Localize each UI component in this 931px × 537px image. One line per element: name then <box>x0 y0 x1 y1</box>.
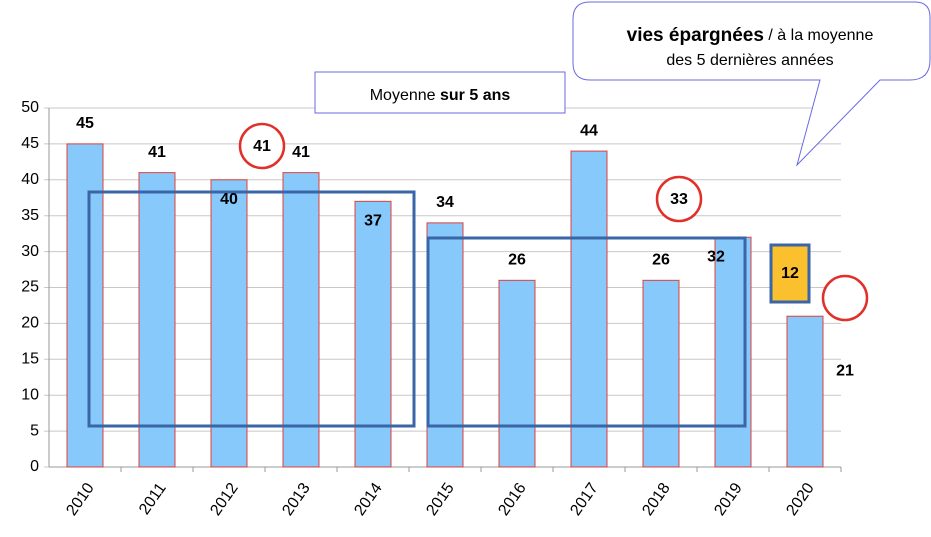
y-tick-label: 5 <box>30 422 39 439</box>
callout <box>572 1 931 167</box>
x-tick-label: 2014 <box>351 480 385 519</box>
y-tick-label: 20 <box>21 315 39 332</box>
x-tick-label: 2010 <box>63 480 97 519</box>
x-tick-label: 2011 <box>136 480 170 518</box>
data-label: 41 <box>148 144 166 161</box>
average-value: 41 <box>253 138 271 155</box>
bar <box>426 222 464 468</box>
y-tick-label: 35 <box>21 207 39 224</box>
average-label: Moyenne sur 5 ans <box>370 87 511 104</box>
bar <box>570 150 608 468</box>
value-circle <box>821 274 869 322</box>
y-tick-label: 40 <box>21 171 39 188</box>
x-tick-label: 2019 <box>711 480 745 519</box>
average-range-box <box>87 190 416 428</box>
average-value: 33 <box>670 191 688 208</box>
data-label: 37 <box>364 213 382 230</box>
data-label: 41 <box>292 144 310 161</box>
data-label: 45 <box>76 115 94 132</box>
y-tick-label: 30 <box>21 243 39 260</box>
x-tick-label: 2017 <box>567 480 601 519</box>
callout-text: / à la moyenne <box>764 27 874 44</box>
x-tick-label: 2020 <box>783 480 817 519</box>
saved-box <box>769 243 811 304</box>
average-label-text: Moyenne <box>370 87 436 104</box>
callout-line1: vies épargnées / à la moyenne <box>627 25 874 46</box>
bar <box>210 179 248 468</box>
callout-bold: vies épargnées <box>627 25 764 46</box>
y-tick-label: 45 <box>21 135 39 152</box>
y-tick-label: 50 <box>21 99 39 116</box>
average-range-box <box>426 236 747 428</box>
average-label-box <box>314 71 566 114</box>
average-circle <box>655 175 703 223</box>
data-label: 26 <box>652 252 670 269</box>
bar <box>498 279 536 468</box>
average-label-bold: sur 5 ans <box>440 87 510 104</box>
bar <box>786 315 824 468</box>
data-label: 32 <box>707 248 725 265</box>
x-tick-label: 2012 <box>207 480 241 519</box>
x-tick-label: 2015 <box>423 480 457 519</box>
y-tick-label: 10 <box>21 386 39 403</box>
x-tick-label: 2018 <box>639 480 673 519</box>
bar <box>282 172 320 468</box>
data-label: 44 <box>580 122 598 139</box>
data-label: 40 <box>220 191 238 208</box>
x-tick-label: 2016 <box>495 480 529 519</box>
y-tick-label: 15 <box>21 351 39 368</box>
average-circle <box>238 122 286 170</box>
bars <box>66 143 824 468</box>
y-tick-label: 25 <box>21 279 39 296</box>
bar <box>642 279 680 468</box>
data-label: 26 <box>508 252 526 269</box>
callout-line2: des 5 dernières années <box>666 52 833 69</box>
bar <box>66 143 104 468</box>
data-label: 34 <box>436 194 454 211</box>
y-tick-label: 0 <box>30 458 39 475</box>
data-label: 21 <box>836 362 854 379</box>
bar <box>354 200 392 468</box>
saved-value: 12 <box>781 265 799 282</box>
bar <box>138 172 176 468</box>
x-tick-label: 2013 <box>279 480 313 519</box>
